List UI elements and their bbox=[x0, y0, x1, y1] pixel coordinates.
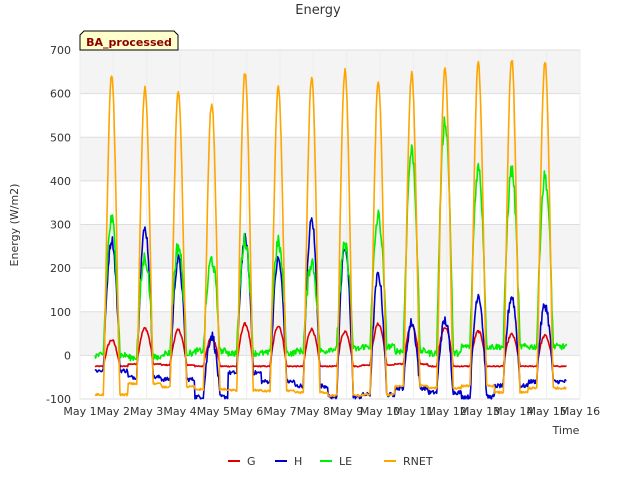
legend: G H LE RNET bbox=[228, 455, 433, 468]
x-tick-label: May 16 bbox=[560, 405, 600, 418]
y-tick-label: 100 bbox=[50, 306, 71, 319]
plot-background bbox=[80, 50, 580, 399]
x-tick-label: May 11 bbox=[393, 405, 433, 418]
legend-label-le: LE bbox=[339, 455, 352, 468]
x-tick-label: May 8 bbox=[297, 405, 330, 418]
series-layer bbox=[94, 60, 568, 400]
x-tick-label: May 13 bbox=[460, 405, 500, 418]
y-tick-label: 700 bbox=[50, 44, 71, 57]
y-tick-label: 0 bbox=[64, 349, 71, 362]
x-tick-label: May 14 bbox=[493, 405, 533, 418]
y-tick-label: 600 bbox=[50, 88, 71, 101]
legend-label-h: H bbox=[294, 455, 302, 468]
y-tick-label: 400 bbox=[50, 175, 71, 188]
plot-band bbox=[80, 268, 580, 312]
y-tick-label: -100 bbox=[46, 393, 71, 406]
x-tick-label: May 12 bbox=[427, 405, 467, 418]
series-line-le bbox=[94, 116, 568, 362]
y-tick-labels: -100 0 100 200 300 400 500 600 700 bbox=[46, 44, 71, 406]
badge-label: BA_processed bbox=[86, 36, 172, 49]
plot-band bbox=[80, 50, 580, 94]
series-line-g bbox=[94, 321, 567, 368]
x-tick-label: May 5 bbox=[197, 405, 230, 418]
y-tick-label: 200 bbox=[50, 262, 71, 275]
x-tick-label: May 2 bbox=[97, 405, 130, 418]
y-tick-label: 300 bbox=[50, 219, 71, 232]
x-tick-label: May 4 bbox=[163, 405, 196, 418]
chart-title: Energy bbox=[295, 3, 341, 18]
x-tick-label: May 6 bbox=[230, 405, 263, 418]
x-axis-label: Time bbox=[552, 424, 580, 437]
x-tick-labels: May 1 May 2 May 3 May 4 May 5 May 6 May 7 May 8… bbox=[63, 405, 600, 418]
processed-badge: BA_processed bbox=[79, 30, 179, 51]
x-tick-label: May 1 bbox=[63, 405, 96, 418]
x-tick-label: May 15 bbox=[527, 405, 567, 418]
legend-label-rnet: RNET bbox=[403, 455, 433, 468]
x-tick-label: May 9 bbox=[330, 405, 363, 418]
plot-band bbox=[80, 224, 580, 269]
y-axis-label: Energy (W/m2) bbox=[8, 184, 21, 267]
plot-band bbox=[80, 180, 580, 225]
plot-band bbox=[80, 93, 580, 138]
series-line-rnet bbox=[94, 60, 567, 398]
x-tick-label: May 7 bbox=[263, 405, 296, 418]
plot-band bbox=[80, 137, 580, 181]
legend-label-g: G bbox=[247, 455, 256, 468]
x-tick-label: May 3 bbox=[130, 405, 163, 418]
y-tick-label: 500 bbox=[50, 131, 71, 144]
x-tick-label: May 10 bbox=[360, 405, 400, 418]
